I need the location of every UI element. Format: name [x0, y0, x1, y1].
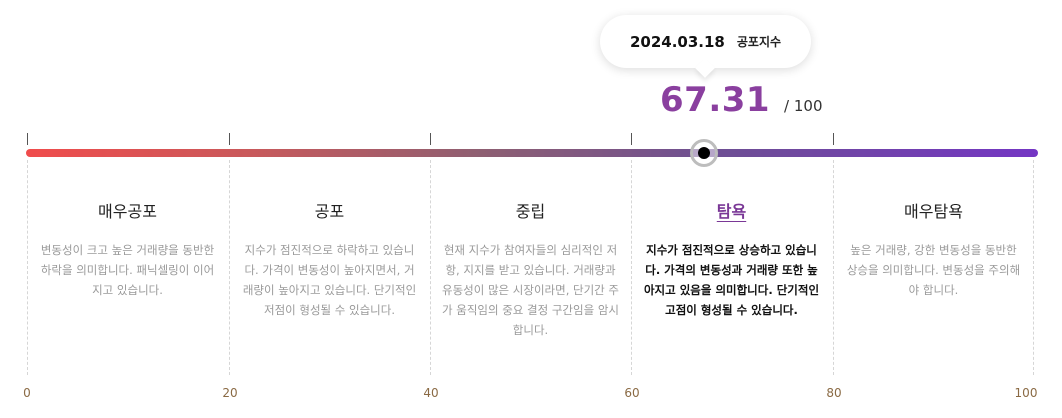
zone-divider [631, 160, 632, 375]
zone-title: 매우탐욕 [904, 202, 963, 221]
gauge-marker-dot[interactable] [698, 147, 711, 159]
axis-label: 100 [1014, 386, 1038, 400]
gauge-tick [27, 133, 28, 145]
zone-title: 매우공포 [98, 202, 157, 221]
tooltip-label: 공포지수 [736, 35, 782, 49]
score-max: / 100 [784, 97, 823, 115]
gauge-marker-ring[interactable] [690, 139, 719, 167]
zone-fear: 공포 지수가 점진적으로 하락하고 있습니다. 가격이 변동성이 높아지면서, … [229, 198, 430, 320]
axis-label: 40 [423, 386, 439, 400]
zone-title: 공포 [314, 202, 345, 221]
axis-label: 0 [23, 386, 31, 400]
zone-description: 높은 거래량, 강한 변동성을 동반한 상승을 의미합니다. 변동성을 주의해야… [846, 243, 1021, 297]
zone-divider [833, 160, 834, 375]
zone-description: 지수가 점진적으로 상승하고 있습니다. 가격의 변동성과 거래량 또한 높아지… [643, 243, 820, 317]
axis-label: 20 [222, 386, 238, 400]
zone-neutral: 중립 현재 지수가 참여자들의 심리적인 저항, 지지를 받고 있습니다. 거래… [430, 198, 631, 340]
score-display: 67.31 / 100 [660, 80, 823, 120]
zone-very-greed: 매우탐욕 높은 거래량, 강한 변동성을 동반한 상승을 의미합니다. 변동성을… [833, 198, 1034, 300]
score-value: 67.31 [660, 80, 771, 120]
zone-description: 변동성이 크고 높은 거래량을 동반한 하락을 의미합니다. 패닉셀링이 이어지… [40, 243, 215, 297]
tooltip-date: 2024.03.18 [629, 32, 725, 51]
zone-description: 현재 지수가 참여자들의 심리적인 저항, 지지를 받고 있습니다. 거래량과 … [442, 243, 619, 337]
date-tooltip: 2024.03.18 공포지수 [600, 15, 811, 68]
zone-greed: 탐욕 지수가 점진적으로 상승하고 있습니다. 가격의 변동성과 거래량 또한 … [631, 198, 832, 320]
gauge-tick [430, 133, 431, 145]
zone-title[interactable]: 탐욕 [716, 202, 747, 221]
zone-divider [229, 160, 230, 375]
gauge-tick [833, 133, 834, 145]
gauge-track [26, 149, 1038, 157]
gauge-tick [631, 133, 632, 145]
zone-divider [1033, 160, 1034, 375]
axis-label: 80 [826, 386, 842, 400]
zone-description: 지수가 점진적으로 하락하고 있습니다. 가격이 변동성이 높아지면서, 거래량… [242, 243, 417, 317]
axis-label: 60 [624, 386, 640, 400]
zone-title: 중립 [515, 202, 546, 221]
zone-divider [430, 160, 431, 375]
zone-divider [27, 160, 28, 375]
zone-very-fear: 매우공포 변동성이 크고 높은 거래량을 동반한 하락을 의미합니다. 패닉셀링… [27, 198, 228, 300]
gauge-tick [229, 133, 230, 145]
